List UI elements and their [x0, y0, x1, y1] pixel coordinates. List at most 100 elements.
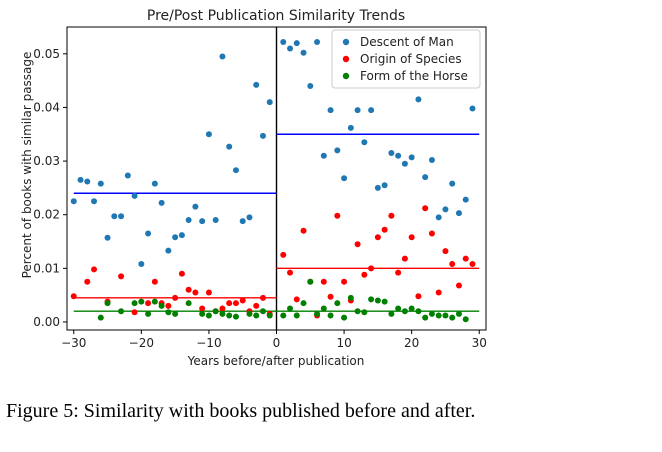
- data-point: [395, 152, 402, 159]
- data-point: [246, 310, 253, 317]
- data-point: [287, 305, 294, 312]
- data-point: [246, 214, 253, 221]
- data-point: [368, 107, 375, 114]
- data-point: [368, 265, 375, 272]
- data-point: [314, 310, 321, 317]
- x-tick-label: 10: [336, 336, 351, 350]
- data-point: [428, 310, 435, 317]
- legend-marker: [342, 38, 350, 46]
- data-point: [442, 312, 449, 319]
- data-point: [300, 300, 307, 307]
- data-point: [368, 296, 375, 303]
- data-point: [408, 234, 415, 241]
- y-axis-label: Percent of books with similar passage: [20, 52, 34, 279]
- data-point: [388, 310, 395, 317]
- data-point: [205, 312, 212, 319]
- data-point: [131, 192, 138, 199]
- data-point: [307, 278, 314, 285]
- data-point: [219, 305, 226, 312]
- data-point: [401, 308, 408, 315]
- legend-marker: [342, 72, 350, 80]
- data-point: [354, 241, 361, 248]
- data-point: [287, 269, 294, 276]
- data-point: [455, 210, 462, 217]
- data-point: [388, 212, 395, 219]
- legend-label: Form of the Horse: [360, 69, 468, 83]
- data-point: [462, 196, 469, 203]
- data-point: [232, 313, 239, 320]
- data-point: [381, 182, 388, 189]
- data-point: [415, 293, 422, 300]
- x-tick-label: 20: [404, 336, 419, 350]
- data-point: [232, 300, 239, 307]
- data-point: [165, 302, 172, 309]
- y-tick-label: 0.01: [33, 261, 60, 275]
- data-point: [111, 213, 118, 220]
- figure-caption: Figure 5: Similarity with books publishe…: [6, 400, 476, 422]
- data-point: [293, 312, 300, 319]
- data-point: [327, 293, 334, 300]
- data-point: [435, 289, 442, 296]
- data-point: [347, 294, 354, 301]
- data-point: [178, 270, 185, 277]
- data-point: [334, 300, 341, 307]
- data-point: [226, 300, 233, 307]
- data-point: [334, 212, 341, 219]
- data-point: [280, 39, 287, 46]
- data-point: [151, 298, 158, 305]
- data-point: [435, 214, 442, 221]
- data-point: [422, 314, 429, 321]
- data-point: [415, 308, 422, 315]
- data-point: [341, 314, 348, 321]
- data-point: [320, 305, 327, 312]
- data-point: [84, 278, 91, 285]
- data-point: [145, 310, 152, 317]
- data-point: [469, 261, 476, 268]
- data-point: [341, 175, 348, 182]
- data-point: [320, 152, 327, 159]
- data-point: [97, 180, 104, 187]
- data-point: [77, 176, 84, 183]
- data-point: [381, 226, 388, 233]
- data-point: [212, 217, 219, 224]
- data-point: [320, 278, 327, 285]
- data-point: [422, 174, 429, 181]
- data-point: [266, 99, 273, 106]
- data-point: [293, 296, 300, 303]
- data-point: [327, 107, 334, 114]
- data-point: [118, 273, 125, 280]
- data-point: [205, 289, 212, 296]
- data-point: [259, 308, 266, 315]
- x-tick-label: 30: [472, 336, 487, 350]
- data-point: [442, 206, 449, 213]
- data-point: [151, 278, 158, 285]
- data-point: [91, 266, 98, 273]
- y-tick-label: 0.04: [33, 100, 60, 114]
- data-point: [239, 218, 246, 225]
- axis-ticks: −30 −20 −10 0 10 20 30 0.00 0.01 0.02 0.03 0.04 0.05: [33, 47, 487, 350]
- data-point: [455, 310, 462, 317]
- data-point: [185, 217, 192, 224]
- data-point: [469, 105, 476, 112]
- data-point: [165, 247, 172, 254]
- data-point: [131, 300, 138, 307]
- data-point: [219, 310, 226, 317]
- plot-area: [66, 26, 487, 331]
- data-point: [341, 278, 348, 285]
- y-tick-label: 0.03: [33, 154, 60, 168]
- data-point: [172, 234, 179, 241]
- data-point: [408, 154, 415, 161]
- scatter-chart: Pre/Post Publication Similarity Trends −…: [20, 8, 487, 368]
- x-tick-label: −20: [129, 336, 154, 350]
- data-point: [185, 300, 192, 307]
- data-point: [395, 305, 402, 312]
- data-point: [118, 213, 125, 220]
- data-point: [226, 312, 233, 319]
- chart-title: Pre/Post Publication Similarity Trends: [147, 8, 405, 24]
- data-point: [435, 312, 442, 319]
- data-point: [449, 180, 456, 187]
- x-tick-label: −30: [61, 336, 86, 350]
- data-point: [455, 282, 462, 289]
- data-point: [158, 302, 165, 309]
- data-point: [205, 131, 212, 138]
